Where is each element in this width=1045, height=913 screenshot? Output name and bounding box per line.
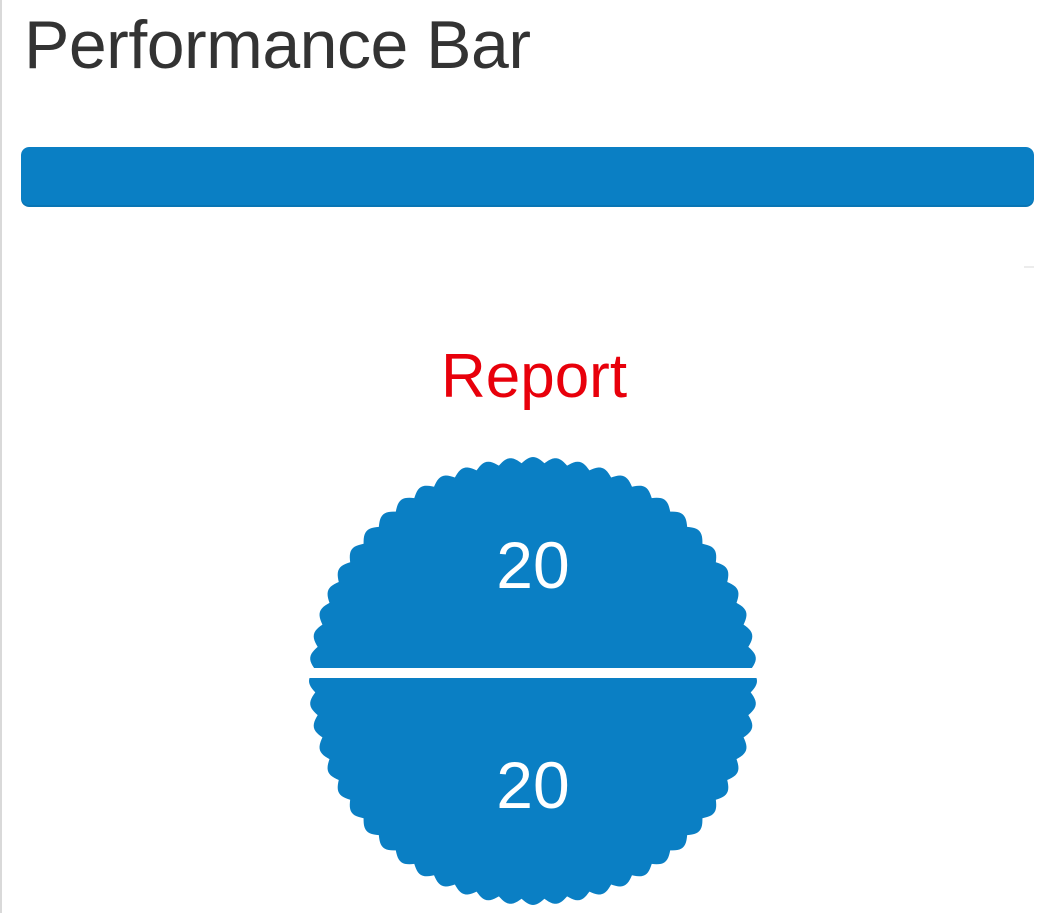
report-top-value: 20 — [496, 528, 570, 602]
performance-progress-fill — [21, 147, 1034, 207]
performance-progress-bar — [21, 147, 1034, 207]
scalloped-badge-shape — [308, 457, 758, 905]
report-badge: 20 20 — [308, 452, 758, 912]
page-left-border — [0, 0, 2, 913]
decorative-divider — [1024, 266, 1034, 268]
report-bottom-value: 20 — [496, 748, 570, 822]
page-title: Performance Bar — [24, 7, 531, 83]
report-label: Report — [440, 342, 628, 411]
